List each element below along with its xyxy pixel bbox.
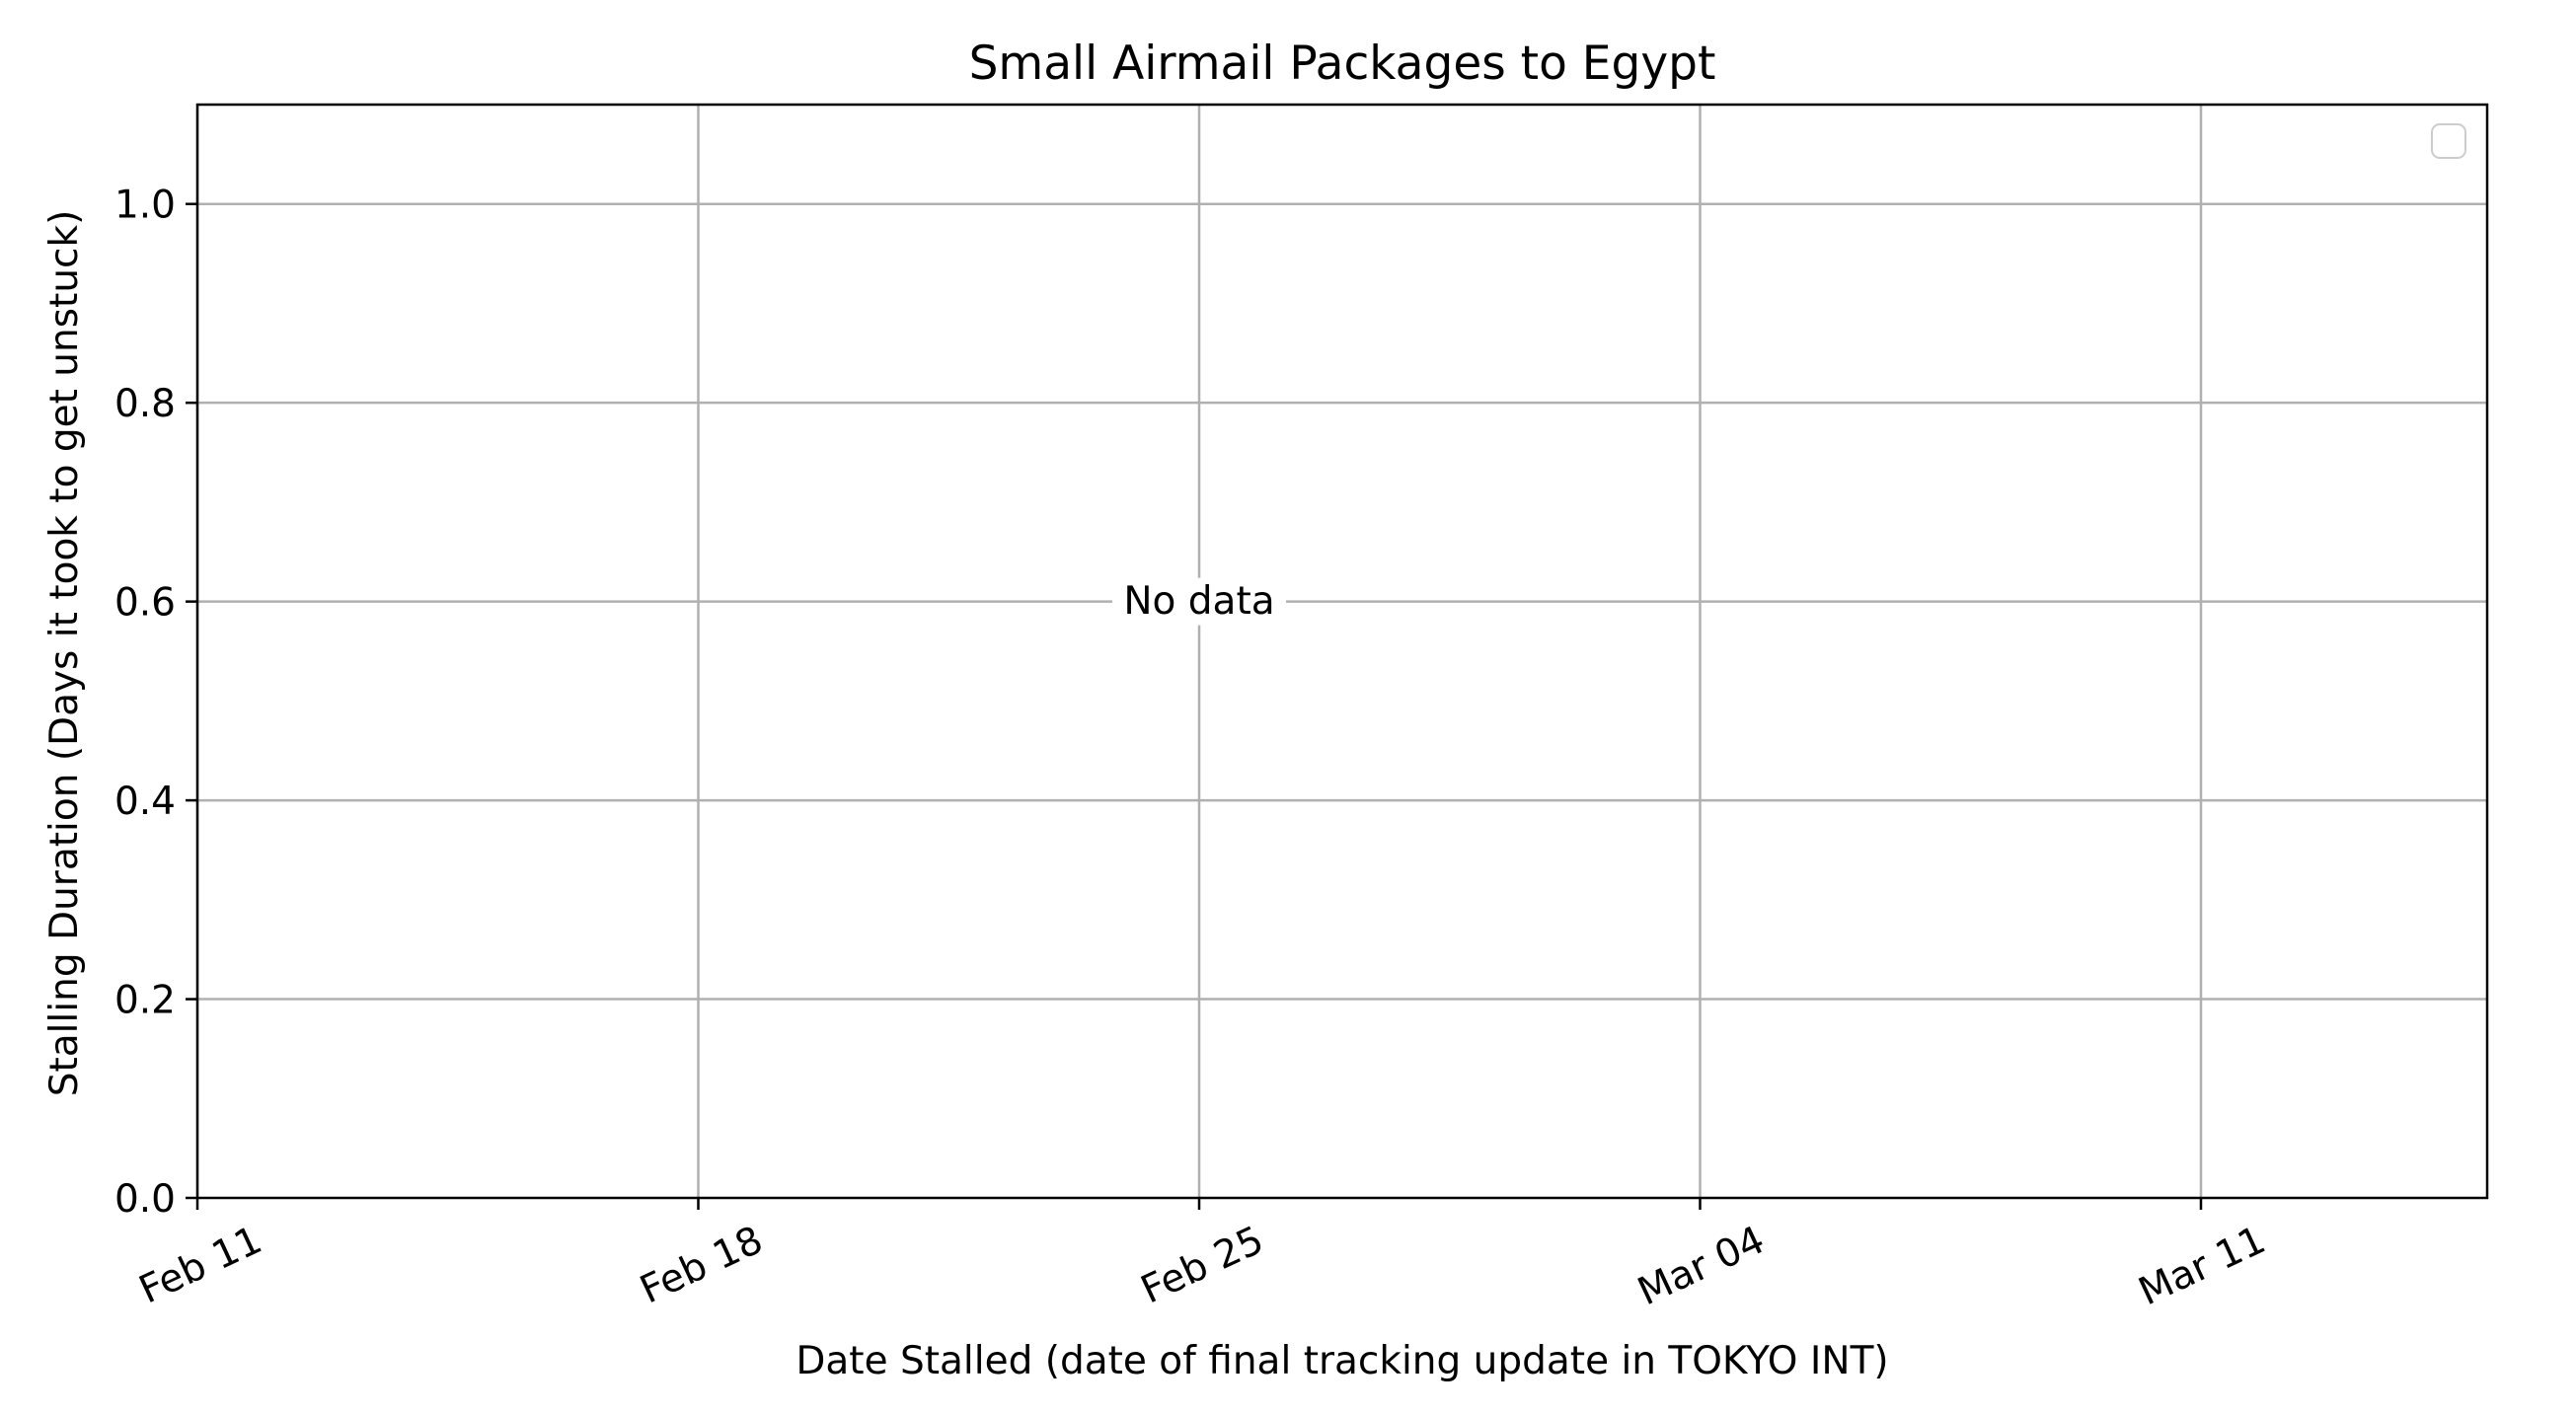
x-tick-label: Feb 18 xyxy=(634,1218,770,1312)
x-tick-label: Feb 11 xyxy=(132,1218,268,1312)
y-tick-label: 0.0 xyxy=(114,1177,176,1222)
y-tick-label: 0.6 xyxy=(114,581,176,626)
no-data-annotation: No data xyxy=(1123,579,1274,624)
legend-box xyxy=(2431,123,2466,159)
grid-layer xyxy=(195,105,2487,1198)
x-tick-label: Feb 25 xyxy=(1134,1218,1270,1312)
y-tick-label: 0.2 xyxy=(114,979,176,1023)
plot-area-frame xyxy=(195,103,2489,1200)
y-tick-label: 0.4 xyxy=(114,780,176,824)
chart-title: Small Airmail Packages to Egypt xyxy=(969,37,1716,91)
y-axis-label: Stalling Duration (Days it took to get u… xyxy=(42,210,87,1097)
tick-layer: Feb 11 Feb 18 Feb 25 Mar 04 Mar 11 0.0 0.2 0.4 0… xyxy=(114,184,2272,1315)
annotation-layer: No data xyxy=(1112,577,1286,626)
x-axis-label: Date Stalled (date of final tracking upd… xyxy=(796,1339,1888,1383)
y-tick-label: 1.0 xyxy=(114,184,176,228)
no-data-annotation-background xyxy=(1112,577,1286,626)
x-tick-label: Mar 11 xyxy=(2132,1218,2272,1314)
y-tick-label: 0.8 xyxy=(114,382,176,426)
x-tick-label: Mar 04 xyxy=(1631,1218,1772,1314)
